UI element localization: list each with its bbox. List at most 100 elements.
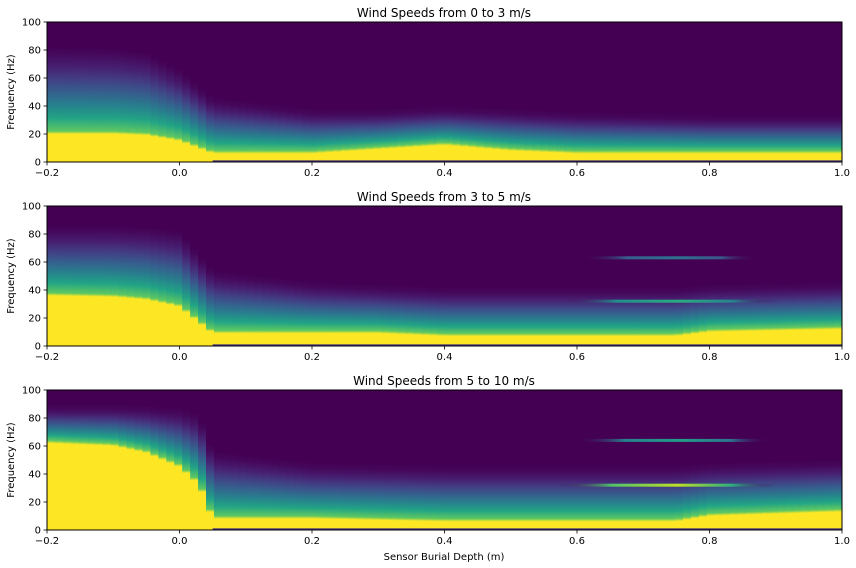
heatmap-column (531, 22, 541, 162)
heatmap-column (110, 206, 120, 346)
zero-band (212, 344, 842, 346)
heatmap-column (317, 390, 326, 530)
heatmap-column (667, 206, 676, 346)
heatmap-column (396, 22, 406, 162)
heatmap-column (722, 22, 732, 162)
heatmap-column (714, 22, 724, 162)
x-tick-label: 1.0 (834, 536, 850, 547)
x-tick-label: 0.8 (702, 536, 718, 547)
heatmap-column (380, 390, 390, 530)
heatmap-column (166, 206, 175, 346)
heatmap-column (770, 206, 779, 346)
heatmap-column (547, 206, 557, 346)
subplot-2-ylabel: Frequency (Hz) (6, 238, 17, 314)
heatmap-column (468, 206, 477, 346)
heatmap-column (508, 22, 517, 162)
heatmap-column (301, 206, 310, 346)
heatmap-column (70, 22, 80, 162)
heatmap-column (229, 206, 239, 346)
heatmap-column (341, 390, 350, 530)
heatmap-column (158, 390, 167, 530)
x-tick-label: 1.0 (834, 168, 850, 179)
heatmap-column (325, 22, 334, 162)
heatmap-column (206, 22, 215, 162)
heatmap-column (388, 390, 398, 530)
heatmap-column (110, 22, 120, 162)
heatmap-column (293, 22, 302, 162)
heatmap-column (150, 390, 159, 530)
heatmap-column (404, 390, 414, 530)
heatmap-column (365, 206, 374, 346)
x-tick-label: 0.4 (437, 168, 453, 179)
heatmap-column (412, 206, 422, 346)
x-tick-label: 0.4 (437, 536, 453, 547)
heatmap-column (579, 206, 589, 346)
heatmap-column (229, 390, 239, 530)
heatmap-column (492, 206, 501, 346)
subplot-3: Wind Speeds from 5 to 10 m/s Frequency (… (6, 374, 850, 563)
heatmap-column (341, 22, 350, 162)
subplot-1-heatmap (47, 22, 842, 162)
heatmap-column (667, 390, 676, 530)
heatmap-column (706, 390, 716, 530)
heatmap-column (524, 22, 533, 162)
heatmap-column (301, 390, 310, 530)
y-tick-label: 60 (28, 74, 41, 85)
heatmap-column (253, 22, 263, 162)
heatmap-column (269, 22, 279, 162)
heatmap-column (698, 22, 708, 162)
heatmap-column (174, 390, 183, 530)
heatmap-column (484, 390, 493, 530)
heatmap-column (380, 206, 390, 346)
heatmap-column (619, 22, 628, 162)
heatmap-column (285, 22, 295, 162)
heatmap-column (261, 206, 271, 346)
x-tick-label: −0.2 (35, 536, 59, 547)
x-tick-label: −0.2 (35, 352, 59, 363)
x-tick-label: 0.2 (304, 168, 320, 179)
heatmap-column (690, 206, 700, 346)
heatmap-column (317, 22, 326, 162)
heatmap-column (277, 206, 287, 346)
heatmap-column (110, 390, 120, 530)
heatmap-column (174, 206, 183, 346)
heatmap-column (643, 206, 652, 346)
heatmap-column (198, 206, 207, 346)
heatmap-column (786, 22, 795, 162)
heatmap-column (603, 206, 613, 346)
heatmap-column (659, 390, 668, 530)
heatmap-column (802, 390, 811, 530)
heatmap-column (357, 206, 366, 346)
heatmap-column (810, 22, 819, 162)
heatmap-column (325, 206, 334, 346)
heatmap-column (333, 390, 342, 530)
heatmap-column (341, 206, 350, 346)
heatmap-column (150, 22, 159, 162)
heatmap-column (587, 390, 597, 530)
heatmap-column (229, 22, 239, 162)
heatmap-column (213, 390, 223, 530)
heatmap-column (428, 206, 438, 346)
heatmap-column (738, 206, 748, 346)
heatmap-column (102, 206, 112, 346)
heatmap-column (611, 206, 620, 346)
heatmap-column (198, 390, 207, 530)
heatmap-column (778, 390, 787, 530)
heatmap-column (563, 390, 573, 530)
heatmap-column (309, 22, 318, 162)
heatmap-column (555, 22, 565, 162)
heatmap-column (643, 390, 652, 530)
heatmap-column (166, 390, 175, 530)
heatmap-column (126, 390, 136, 530)
heatmap-column (476, 390, 485, 530)
heatmap-column (62, 22, 72, 162)
y-tick-label: 60 (28, 258, 41, 269)
heatmap-column (468, 22, 477, 162)
heatmap-column (754, 206, 764, 346)
heatmap-column (603, 22, 613, 162)
subplot-1-title: Wind Speeds from 0 to 3 m/s (357, 6, 531, 20)
heatmap-column (516, 390, 525, 530)
harmonic-line (583, 256, 756, 260)
heatmap-column (834, 206, 842, 346)
heatmap-column (754, 390, 764, 530)
